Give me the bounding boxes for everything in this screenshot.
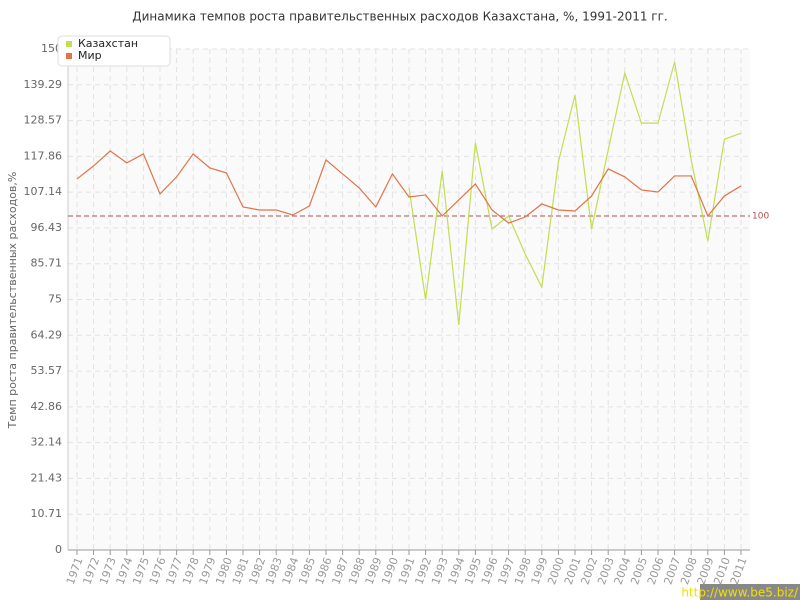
reference-label: 100 (752, 212, 769, 222)
y-tick-label: 139.29 (24, 78, 63, 91)
legend-swatch (66, 41, 72, 47)
y-tick-label: 42.86 (31, 400, 63, 413)
legend-box (57, 35, 171, 67)
y-tick-label: 21.43 (31, 471, 63, 484)
series-line (76, 150, 742, 224)
y-tick-label: 0 (55, 543, 62, 556)
watermark-bg (700, 584, 800, 600)
y-tick-label: 96.43 (31, 221, 63, 234)
legend-label: Казахстан (78, 37, 138, 50)
chart-title: Динамика темпов роста правительственных … (132, 10, 667, 24)
y-tick-label: 75 (48, 293, 62, 306)
y-tick-label: 150 (41, 42, 62, 55)
y-tick-label: 64.29 (31, 328, 63, 341)
y-tick-label: 10.71 (31, 507, 63, 520)
y-tick-label: 85.71 (31, 257, 63, 270)
y-axis-label: Темп роста правительственных расходов,% (6, 172, 19, 430)
legend-label: Мир (78, 49, 102, 62)
y-tick-label: 107.14 (24, 185, 63, 198)
y-tick-label: 128.57 (24, 114, 63, 127)
y-tick-label: 32.14 (31, 436, 63, 449)
watermark: http://www.be5.biz/ (681, 586, 799, 600)
y-tick-label: 117.86 (24, 149, 63, 162)
y-tick-label: 53.57 (31, 364, 63, 377)
series-line (408, 61, 742, 325)
legend-swatch (66, 53, 72, 59)
